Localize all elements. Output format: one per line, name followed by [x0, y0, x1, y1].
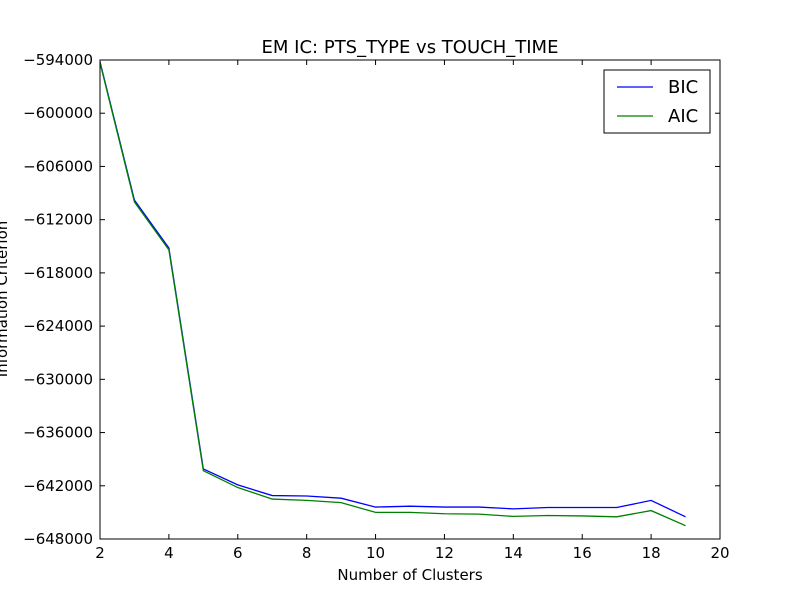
- x-tick-label: 4: [164, 544, 174, 562]
- y-tick-label: −642000: [23, 477, 93, 495]
- x-tick-label: 20: [710, 544, 729, 562]
- legend: BIC AIC: [603, 69, 711, 134]
- y-tick-label: −618000: [23, 264, 93, 282]
- x-tick-label: 8: [302, 544, 312, 562]
- y-tick-label: −600000: [23, 104, 93, 122]
- y-axis-label: Information Criterion: [0, 221, 11, 378]
- series-line-aic: [100, 62, 686, 527]
- y-tick-label: −636000: [23, 424, 93, 442]
- y-tick-label: −630000: [23, 370, 93, 388]
- x-tick-label: 18: [642, 544, 661, 562]
- y-tick-label: −612000: [23, 211, 93, 229]
- x-tick-label: 10: [366, 544, 385, 562]
- x-axis-label: Number of Clusters: [337, 566, 482, 584]
- x-tick-label: 2: [95, 544, 105, 562]
- x-tick-label: 6: [233, 544, 243, 562]
- y-tick-label: −594000: [23, 51, 93, 69]
- y-tick-label: −606000: [23, 157, 93, 175]
- x-tick-label: 16: [573, 544, 592, 562]
- series-layer: [100, 61, 686, 527]
- y-tick-label: −648000: [23, 530, 93, 548]
- y-tick-label: −624000: [23, 317, 93, 335]
- legend-label-aic: AIC: [668, 106, 698, 127]
- legend-label-bic: BIC: [668, 77, 698, 98]
- legend-box: [603, 69, 711, 134]
- plot-frame: [99, 59, 721, 540]
- x-tick-label: 14: [504, 544, 523, 562]
- ticks-layer: 2 4 6 8 10 12 14 16 18 20 −594000 −600000 −606000 −61…: [23, 51, 729, 562]
- chart-title: EM IC: PTS_TYPE vs TOUCH_TIME: [262, 37, 559, 58]
- x-tick-label: 12: [435, 544, 454, 562]
